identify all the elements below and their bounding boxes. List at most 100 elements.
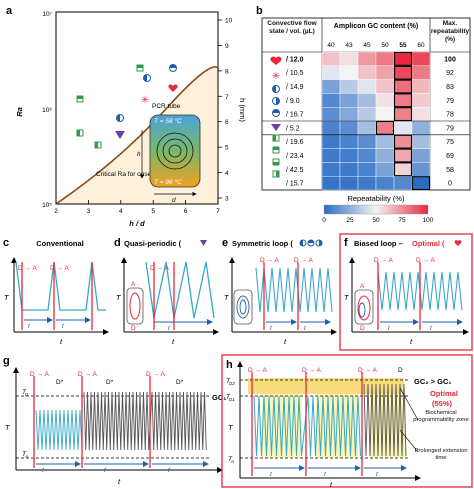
- hd-tick-label: 3: [87, 208, 91, 215]
- heatmap-cell: [411, 79, 431, 94]
- f-t-axis: t: [410, 337, 413, 346]
- panel-a-label: a: [6, 5, 13, 17]
- h-gc-compare: GC₂ > GC₁: [414, 377, 451, 386]
- g-trace-grey: [83, 391, 207, 451]
- h-tick-label: 8: [225, 68, 229, 75]
- c-d2a-1: D → A: [18, 265, 37, 272]
- panel-a: a Ra h (mm) h / d 10⁵ 10⁶ 10⁷ 2 3 4 5 6 7 3 4 5…: [6, 5, 247, 228]
- heatmap-cells: [321, 51, 431, 191]
- heatmap-cell: [339, 79, 359, 94]
- row-repeatability: 79: [446, 98, 454, 105]
- heatmap-cell: [375, 51, 395, 67]
- c-textend-2: t: [62, 323, 65, 330]
- f-textend-1: t: [388, 325, 391, 332]
- heatmap-cell: [357, 106, 377, 122]
- heatmap-cell: [393, 134, 413, 149]
- c-trace: [15, 261, 106, 311]
- hd-tick-label: 2: [54, 208, 58, 215]
- heatmap-cell: [393, 175, 413, 191]
- plot-a-frame: [55, 11, 219, 205]
- row-repeatability: 83: [446, 84, 454, 91]
- heatmap-cell: [357, 93, 377, 108]
- h-TD2-label: T: [226, 378, 231, 385]
- heatmap-cell: [375, 93, 395, 108]
- e-textend-1: t: [270, 325, 273, 332]
- h-tick-label: 3: [225, 196, 229, 203]
- row-volume-label: / 19.6: [286, 139, 304, 146]
- max-cell-box: [393, 51, 413, 66]
- f-T-axis: T: [344, 293, 350, 302]
- h-d2a-1: D → A: [248, 367, 267, 374]
- hd-tick-label: 4: [119, 208, 123, 215]
- heatmap-cell: [321, 65, 341, 80]
- max-cell-box: [411, 176, 431, 191]
- row-heart-icon: [270, 56, 282, 65]
- panel-h-frame: [221, 354, 473, 488]
- g-t-axis: t: [118, 477, 121, 486]
- h-zone-label: Biochemical programmability zone: [413, 410, 469, 423]
- max-cell-box: [393, 107, 413, 122]
- f-D: D: [360, 325, 365, 332]
- g-trace: [35, 409, 83, 451]
- colorbar-ticks: 0 25 50 75 100: [322, 217, 434, 224]
- colorbar-tick: 50: [372, 217, 380, 224]
- e-d2a-1: D → A: [260, 257, 279, 264]
- gc-header-50: 50: [381, 42, 389, 49]
- inset-h: h: [137, 151, 141, 158]
- c-d2a-2: D → A: [50, 265, 69, 272]
- d-textend: t: [168, 325, 171, 332]
- e-T-axis: T: [224, 293, 230, 302]
- h-optimal-pct: (55%): [432, 399, 453, 408]
- panel-g-label: g: [3, 355, 10, 367]
- d-D: D: [131, 325, 136, 332]
- inset-title: PCR tube: [152, 103, 181, 110]
- g-dstar-3: D*: [176, 379, 184, 386]
- heatmap-cell: [321, 93, 341, 108]
- h-d: D: [398, 367, 403, 374]
- heatmap-cell: [321, 120, 341, 136]
- panel-e: e Symmetric loop ( T t D → A D → A t t: [222, 237, 337, 346]
- g-d2a-3: D → A: [146, 371, 165, 378]
- heatmap-cell: [393, 93, 413, 108]
- f-A: A: [360, 283, 365, 290]
- heatmap-cell: [411, 106, 431, 122]
- panel-b-label: b: [256, 5, 263, 17]
- heatmap-cell: [321, 106, 341, 122]
- marker-triangle: [115, 131, 125, 139]
- gc-headers: 40 43 45 50 55 60: [327, 42, 425, 49]
- g-dstar-1: D*: [56, 379, 64, 386]
- colorbar-tick: 100: [423, 217, 434, 224]
- panel-e-title: Symmetric loop (: [232, 239, 293, 248]
- hd-tick-label: 5: [151, 208, 155, 215]
- row-asterisk-icon: ✳: [272, 71, 280, 82]
- curve-label: Critical Ra for onset of flow: [96, 171, 174, 178]
- heatmap-cell: [339, 120, 359, 136]
- row-icons: ✳: [270, 56, 282, 178]
- c-t-axis: t: [60, 337, 63, 346]
- heatmap-cell: [375, 106, 395, 122]
- heatmap-cell: [357, 51, 377, 67]
- row-volume-label: / 15.7: [286, 181, 304, 188]
- h-tick-label: 4: [225, 170, 229, 177]
- colorbar: [323, 204, 429, 215]
- row-repeatability: 79: [446, 125, 454, 132]
- heatmap-cell: [357, 120, 377, 136]
- panel-c-title: Conventional: [36, 239, 84, 248]
- ra-tick-1e7: 10⁷: [42, 11, 52, 18]
- h-textend-2: t: [324, 471, 327, 478]
- hd-tick-label: 7: [216, 208, 220, 215]
- heatmap-cell: [339, 106, 359, 122]
- g-TA-sub: A: [24, 454, 28, 459]
- header-state: Convective flow state / vol. (µL): [267, 20, 317, 35]
- heatmap-cell: [375, 148, 395, 163]
- header-gc: Amplicon GC content (%): [334, 23, 418, 30]
- gc-header-55: 55: [399, 42, 407, 49]
- row-volume-label: / 16.7: [286, 112, 304, 119]
- heatmap-cell: [375, 134, 395, 149]
- hd-tick-label: 6: [184, 208, 188, 215]
- h-TA-sub: A: [230, 459, 234, 464]
- ra-axis-label: Ra: [15, 107, 24, 117]
- f-tube-icon: [354, 289, 374, 325]
- d-title-triangle-icon: [200, 240, 207, 246]
- max-cell-box: [393, 79, 413, 94]
